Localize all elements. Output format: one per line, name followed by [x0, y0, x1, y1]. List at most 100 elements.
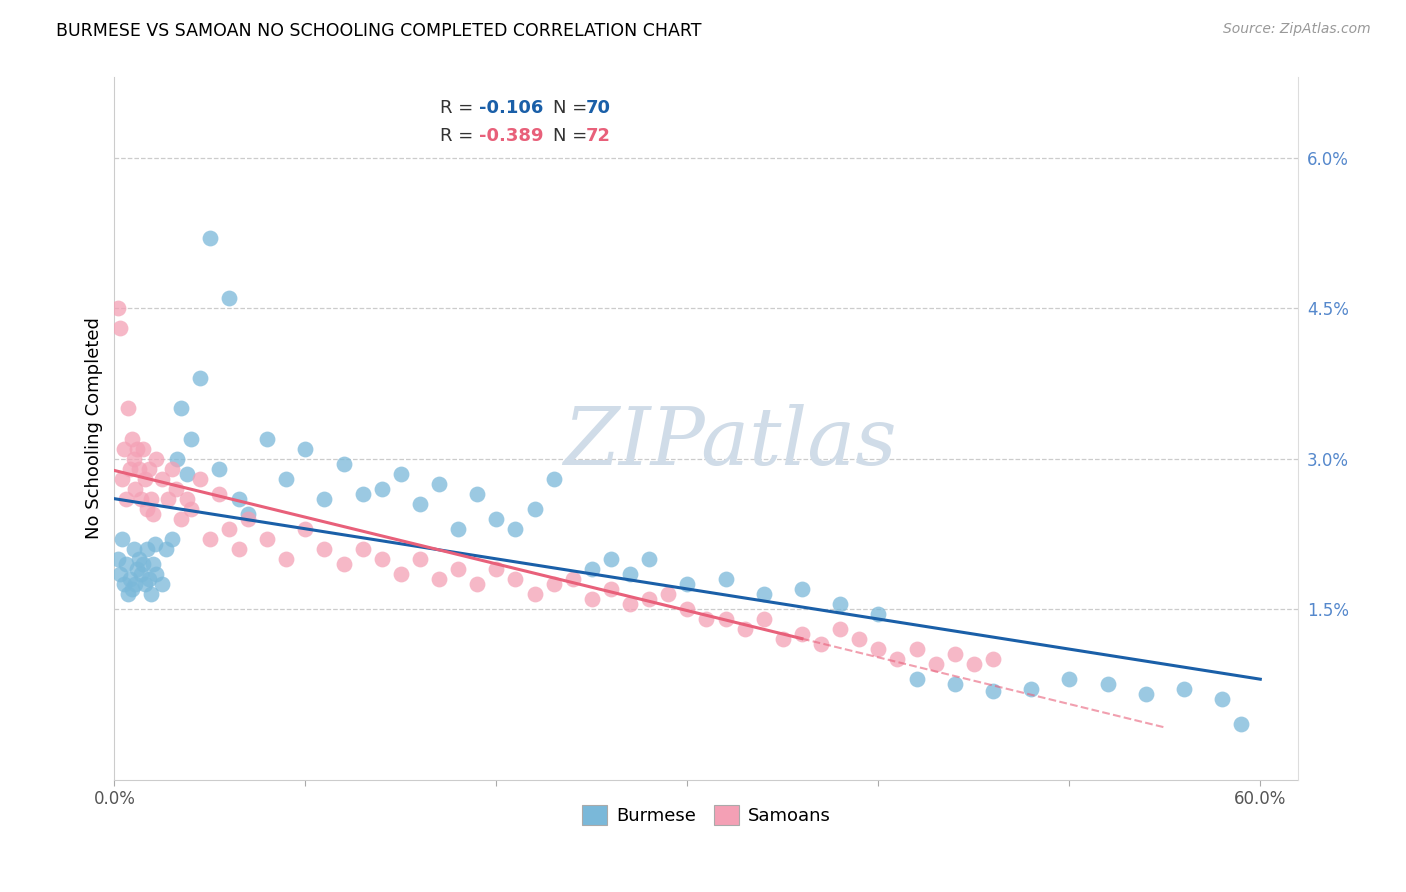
Point	[714, 612, 737, 626]
Text: ZIPatlas: ZIPatlas	[564, 404, 897, 482]
Point	[332, 457, 354, 471]
Point	[139, 491, 162, 506]
Point	[465, 577, 488, 591]
Point	[108, 321, 131, 335]
Point	[638, 552, 661, 566]
Point	[150, 472, 173, 486]
Point	[118, 461, 141, 475]
Point	[657, 587, 679, 601]
Point	[134, 472, 156, 486]
Text: BURMESE VS SAMOAN NO SCHOOLING COMPLETED CORRELATION CHART: BURMESE VS SAMOAN NO SCHOOLING COMPLETED…	[56, 22, 702, 40]
Point	[772, 632, 794, 647]
Point	[734, 622, 756, 636]
Point	[132, 442, 155, 456]
Point	[135, 501, 157, 516]
Point	[427, 572, 450, 586]
Point	[129, 566, 152, 581]
Point	[127, 562, 149, 576]
Point	[117, 401, 139, 416]
Text: R =: R =	[440, 99, 479, 118]
Point	[1230, 717, 1253, 731]
Point	[523, 587, 546, 601]
Text: 70: 70	[586, 99, 610, 118]
Point	[128, 552, 150, 566]
Point	[115, 491, 138, 506]
Point	[276, 472, 298, 486]
Point	[981, 652, 1004, 666]
Y-axis label: No Schooling Completed: No Schooling Completed	[86, 318, 103, 540]
Point	[166, 451, 188, 466]
Point	[1211, 692, 1233, 706]
Point	[943, 677, 966, 691]
Point	[447, 562, 470, 576]
Point	[170, 512, 193, 526]
Point	[981, 684, 1004, 698]
Point	[143, 537, 166, 551]
Point	[810, 637, 832, 651]
Point	[848, 632, 870, 647]
Point	[676, 602, 699, 616]
Point	[118, 572, 141, 586]
Point	[332, 557, 354, 571]
Text: 72: 72	[586, 128, 610, 145]
Point	[752, 612, 775, 626]
Point	[127, 442, 149, 456]
Point	[208, 461, 231, 475]
Point	[276, 552, 298, 566]
Point	[107, 552, 129, 566]
Point	[160, 532, 183, 546]
Point	[505, 572, 527, 586]
Text: -0.106: -0.106	[479, 99, 544, 118]
Point	[543, 472, 565, 486]
Point	[121, 432, 143, 446]
Text: Source: ZipAtlas.com: Source: ZipAtlas.com	[1223, 22, 1371, 37]
Point	[886, 652, 908, 666]
Point	[150, 577, 173, 591]
Point	[638, 592, 661, 607]
Point	[447, 522, 470, 536]
Point	[228, 491, 250, 506]
Point	[128, 461, 150, 475]
Point	[619, 597, 641, 611]
Point	[155, 541, 177, 556]
Point	[170, 401, 193, 416]
Point	[963, 657, 986, 672]
Point	[188, 472, 211, 486]
Point	[1173, 682, 1195, 697]
Point	[352, 487, 374, 501]
Point	[676, 577, 699, 591]
Point	[752, 587, 775, 601]
Point	[112, 442, 135, 456]
Point	[943, 647, 966, 661]
Point	[108, 566, 131, 581]
Point	[107, 301, 129, 315]
Point	[1135, 687, 1157, 701]
Point	[228, 541, 250, 556]
Point	[314, 541, 336, 556]
Point	[256, 532, 278, 546]
Point	[409, 552, 432, 566]
Point	[561, 572, 583, 586]
Point	[160, 461, 183, 475]
Point	[198, 532, 221, 546]
Point	[139, 587, 162, 601]
Point	[122, 451, 145, 466]
Point	[117, 587, 139, 601]
Point	[581, 562, 603, 576]
Point	[905, 673, 928, 687]
Point	[134, 577, 156, 591]
Point	[830, 597, 852, 611]
Point	[427, 476, 450, 491]
Point	[294, 442, 316, 456]
Point	[180, 432, 202, 446]
Point	[790, 627, 813, 641]
Point	[188, 371, 211, 385]
Point	[138, 572, 160, 586]
Point	[868, 642, 890, 657]
Point	[505, 522, 527, 536]
Point	[790, 582, 813, 596]
Point	[619, 566, 641, 581]
Point	[112, 577, 135, 591]
Point	[465, 487, 488, 501]
Point	[905, 642, 928, 657]
